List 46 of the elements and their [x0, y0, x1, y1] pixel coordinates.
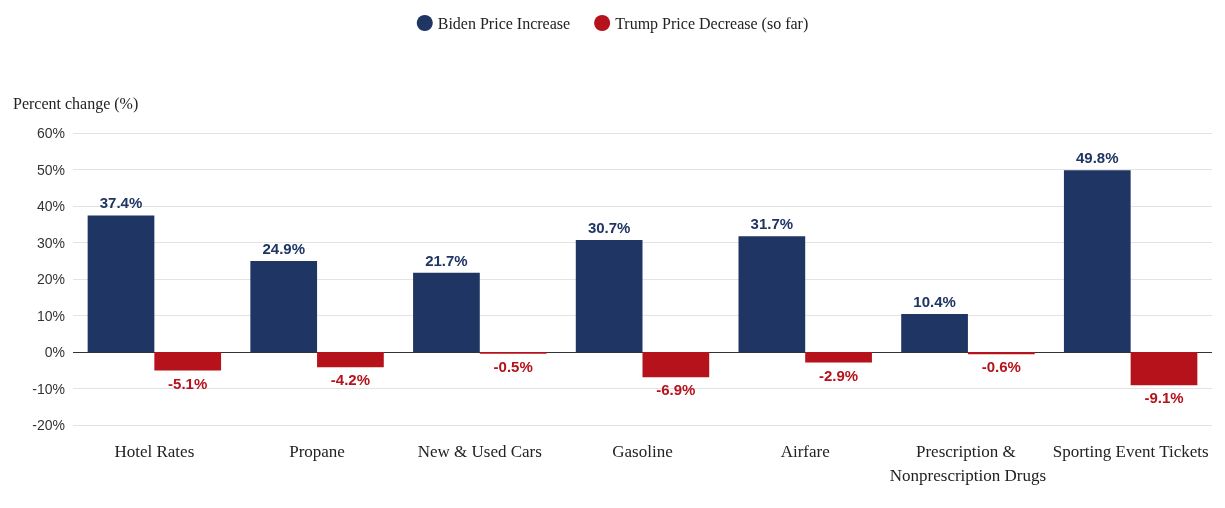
bar [901, 314, 968, 352]
bar [87, 215, 155, 352]
bar [250, 261, 318, 352]
y-tick-label: 40% [36, 198, 65, 214]
data-label: 49.8% [1076, 149, 1119, 167]
bar [317, 352, 384, 368]
x-tick-label: Prescription & Nonprescription Drugs [889, 441, 1047, 485]
y-axis-title: Percent change (%) [13, 94, 139, 113]
y-tick-label: -10% [32, 380, 65, 397]
data-label: 30.7% [587, 218, 631, 236]
data-label: -0.6% [981, 358, 1021, 376]
data-label: 10.4% [913, 293, 956, 311]
y-tick-label: 50% [36, 161, 65, 178]
data-label: -0.5% [493, 357, 533, 375]
bar [967, 352, 1035, 355]
y-tick-label: -20% [32, 417, 65, 433]
legend-label: Biden Price Increase [437, 14, 571, 32]
x-tick-label: Airfare [780, 441, 830, 461]
bar [805, 352, 872, 363]
bar [1130, 352, 1198, 386]
data-label: -5.1% [168, 374, 208, 392]
y-tick-label: 20% [36, 271, 65, 287]
y-tick-label: 30% [36, 234, 65, 251]
data-label: -4.2% [330, 371, 371, 389]
legend-label: Trump Price Decrease (so far) [615, 14, 809, 33]
bar [575, 239, 643, 352]
y-tick-label: 0% [44, 344, 65, 360]
data-label: -6.9% [656, 381, 696, 399]
data-label: -2.9% [818, 366, 859, 384]
bar [1063, 170, 1131, 352]
bar [154, 352, 222, 371]
data-label: 37.4% [99, 194, 143, 212]
data-label: 31.7% [750, 215, 794, 233]
data-label: 24.9% [262, 240, 305, 258]
y-tick-label: 60% [36, 125, 65, 141]
x-tick-label: New & Used Cars [417, 441, 542, 461]
y-tick-label: 10% [36, 307, 65, 324]
bar [738, 236, 806, 352]
x-tick-label: Hotel Rates [114, 441, 195, 461]
x-tick-label: Propane [289, 441, 345, 461]
data-label: -9.1% [1144, 389, 1184, 407]
data-label: 21.7% [425, 251, 468, 269]
x-tick-label: Gasoline [612, 441, 673, 461]
x-tick-label: Sporting Event Tickets [1052, 441, 1209, 461]
bar [413, 272, 480, 352]
bar [642, 352, 710, 378]
